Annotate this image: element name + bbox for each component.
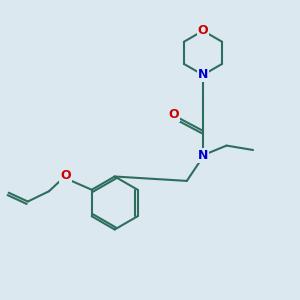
Text: N: N: [198, 68, 208, 81]
Text: O: O: [60, 169, 71, 182]
Text: N: N: [198, 149, 208, 162]
Text: O: O: [198, 24, 208, 37]
Text: O: O: [168, 108, 179, 121]
